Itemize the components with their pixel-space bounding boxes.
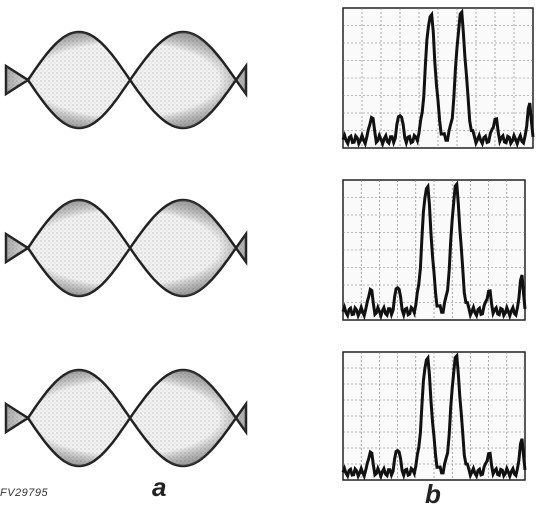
- envelope-shade: [6, 200, 246, 296]
- figure-id: FV29795: [0, 487, 49, 499]
- spectrum-trace: [341, 352, 527, 481]
- spectrum-panels: [341, 7, 535, 481]
- panel-label: a: [152, 472, 166, 502]
- envelope-shade: [6, 370, 246, 466]
- envelope-panels: [4, 30, 248, 468]
- envelope-shade: [6, 32, 246, 128]
- panel-label: b: [425, 479, 441, 506]
- spectrum-trace: [341, 180, 527, 321]
- spectrum-trace: [341, 8, 535, 149]
